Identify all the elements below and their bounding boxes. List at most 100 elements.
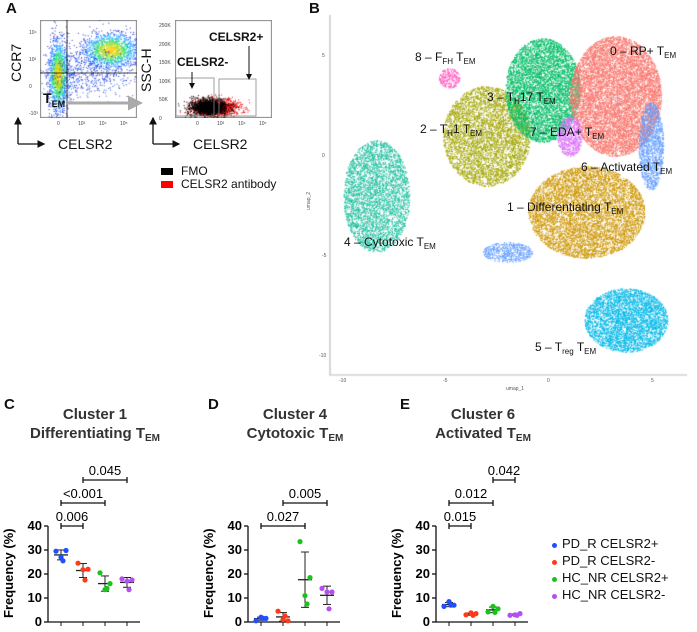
cluster-label-2: 2 – TH1 TEM <box>420 122 482 141</box>
legend-dot <box>552 543 557 548</box>
title-line-2: Differentiating TEM <box>0 424 195 448</box>
data-point <box>495 606 501 612</box>
data-point <box>253 618 259 624</box>
umap-ylabel: umap_2 <box>306 191 312 210</box>
y-tick-label: 40 <box>227 518 242 533</box>
data-point <box>97 570 103 576</box>
legend-swatch <box>161 181 173 188</box>
data-point <box>448 602 454 608</box>
data-point <box>514 612 520 618</box>
flow2-ytick: 50K <box>159 97 168 103</box>
legend-label: PD_R CELSR2+ <box>562 536 659 551</box>
data-point <box>63 547 69 554</box>
y-tick-label: 20 <box>27 566 42 581</box>
cluster-label-8: 8 – FFH TEM <box>415 50 475 69</box>
label-part: reg <box>562 347 574 356</box>
cluster-label-3: 3 – TH17 TEM <box>487 90 556 109</box>
umap-ytick: -10 <box>319 353 327 359</box>
y-tick-label: 40 <box>27 518 42 533</box>
y-tick-label: 10 <box>27 590 42 605</box>
label-part: 8 – F <box>415 50 443 64</box>
data-point <box>441 603 447 609</box>
data-point <box>297 539 303 545</box>
label-part: EM <box>584 347 597 356</box>
label-part: EM <box>463 57 476 66</box>
label-part: EM <box>592 132 605 141</box>
data-point <box>463 612 469 618</box>
title-text: Activated T <box>435 425 516 442</box>
label-part: EM <box>423 242 436 251</box>
data-point <box>302 593 308 599</box>
label-part: 1 – Differentiating T <box>507 200 612 214</box>
data-point <box>107 581 113 587</box>
flow1-xlabel: CELSR2 <box>58 136 113 152</box>
legend-swatch <box>161 168 173 175</box>
data-point <box>507 612 513 618</box>
p-value: 0.042 <box>487 463 521 478</box>
title-line-2: Cytotoxic TEM <box>195 424 395 448</box>
data-point <box>129 577 135 583</box>
data-point <box>282 613 288 619</box>
cluster-label-5: 5 – Treg TEM <box>535 340 596 359</box>
umap-xtick: -10 <box>339 378 347 384</box>
flow2-xtick: 10⁴ <box>238 121 246 127</box>
flow2-axes-arrows <box>149 116 181 148</box>
data-point <box>307 575 313 581</box>
label-part: 5 – T <box>535 340 563 354</box>
y-tick-label: 20 <box>415 566 430 581</box>
flow2-ytick: 100K <box>159 78 171 85</box>
panel-label-d: D <box>208 396 219 413</box>
title-line-1: Cluster 6 <box>450 406 516 423</box>
panel-label-a: A <box>6 0 17 17</box>
title-sub: EM <box>515 433 531 444</box>
label-part: 17 T <box>519 90 544 104</box>
flow2-xlabel: CELSR2 <box>193 136 248 152</box>
flow2-ytick: 250K <box>159 23 171 29</box>
p-value: 0.045 <box>88 463 122 478</box>
label-part: T <box>453 50 464 64</box>
data-point <box>492 609 498 615</box>
legend-label: HC_NR CELSR2+ <box>562 570 669 585</box>
label-part: 4 – Cytotoxic T <box>344 235 424 249</box>
label-part: 0 – RP+ T <box>610 44 665 58</box>
umap-xtick: -5 <box>443 378 448 384</box>
umap-ytick: 5 <box>322 53 325 59</box>
p-value: 0.027 <box>266 509 300 524</box>
flow1-ytick: 0 <box>29 84 32 90</box>
label-part: EM <box>543 97 556 106</box>
celsr2-pos-gate-label: CELSR2+ <box>209 30 264 44</box>
p-value: 0.005 <box>288 486 322 501</box>
data-point <box>304 601 310 607</box>
flow2-ytick: 150K <box>159 60 171 66</box>
panel-label-e: E <box>400 396 411 413</box>
legend-label: CELSR2 antibody <box>181 177 277 191</box>
title-text: Differentiating T <box>30 425 145 442</box>
flow1-xtick: 10⁴ <box>99 121 107 127</box>
label-part: 2 – T <box>420 122 448 136</box>
chart-title-e: Cluster 6 Activated TEM <box>383 405 583 448</box>
p-value: 0.015 <box>443 509 477 524</box>
y-tick-label: 0 <box>234 614 242 629</box>
y-axis-label: Frequency (%) <box>389 528 404 618</box>
data-point <box>124 578 130 584</box>
label-part: EM <box>660 167 673 176</box>
flow1-ytick: -10³ <box>29 111 38 117</box>
cluster-label-4: 4 – Cytotoxic TEM <box>344 235 436 254</box>
chart-title-c: Cluster 1 Differentiating TEM <box>0 405 195 448</box>
legend-label: HC_NR CELSR2- <box>562 587 666 602</box>
umap-xtick: 0 <box>547 378 550 384</box>
chart-title-d: Cluster 4 Cytotoxic TEM <box>195 405 395 448</box>
y-tick-label: 10 <box>415 590 430 605</box>
label-part: 7 – EDA+ T <box>530 125 593 139</box>
y-tick-label: 30 <box>227 542 242 557</box>
y-tick-label: 0 <box>422 614 430 629</box>
celsr2-neg-gate-label: CELSR2- <box>177 55 229 69</box>
data-point <box>119 576 125 582</box>
flow1-quadrant <box>40 20 137 118</box>
data-point <box>329 589 335 595</box>
flow1-axes-arrows <box>14 116 46 148</box>
data-point <box>319 585 325 591</box>
flow1-ytick: 10⁴ <box>29 30 37 36</box>
y-tick-label: 40 <box>415 518 430 533</box>
legend-dot <box>552 594 557 599</box>
